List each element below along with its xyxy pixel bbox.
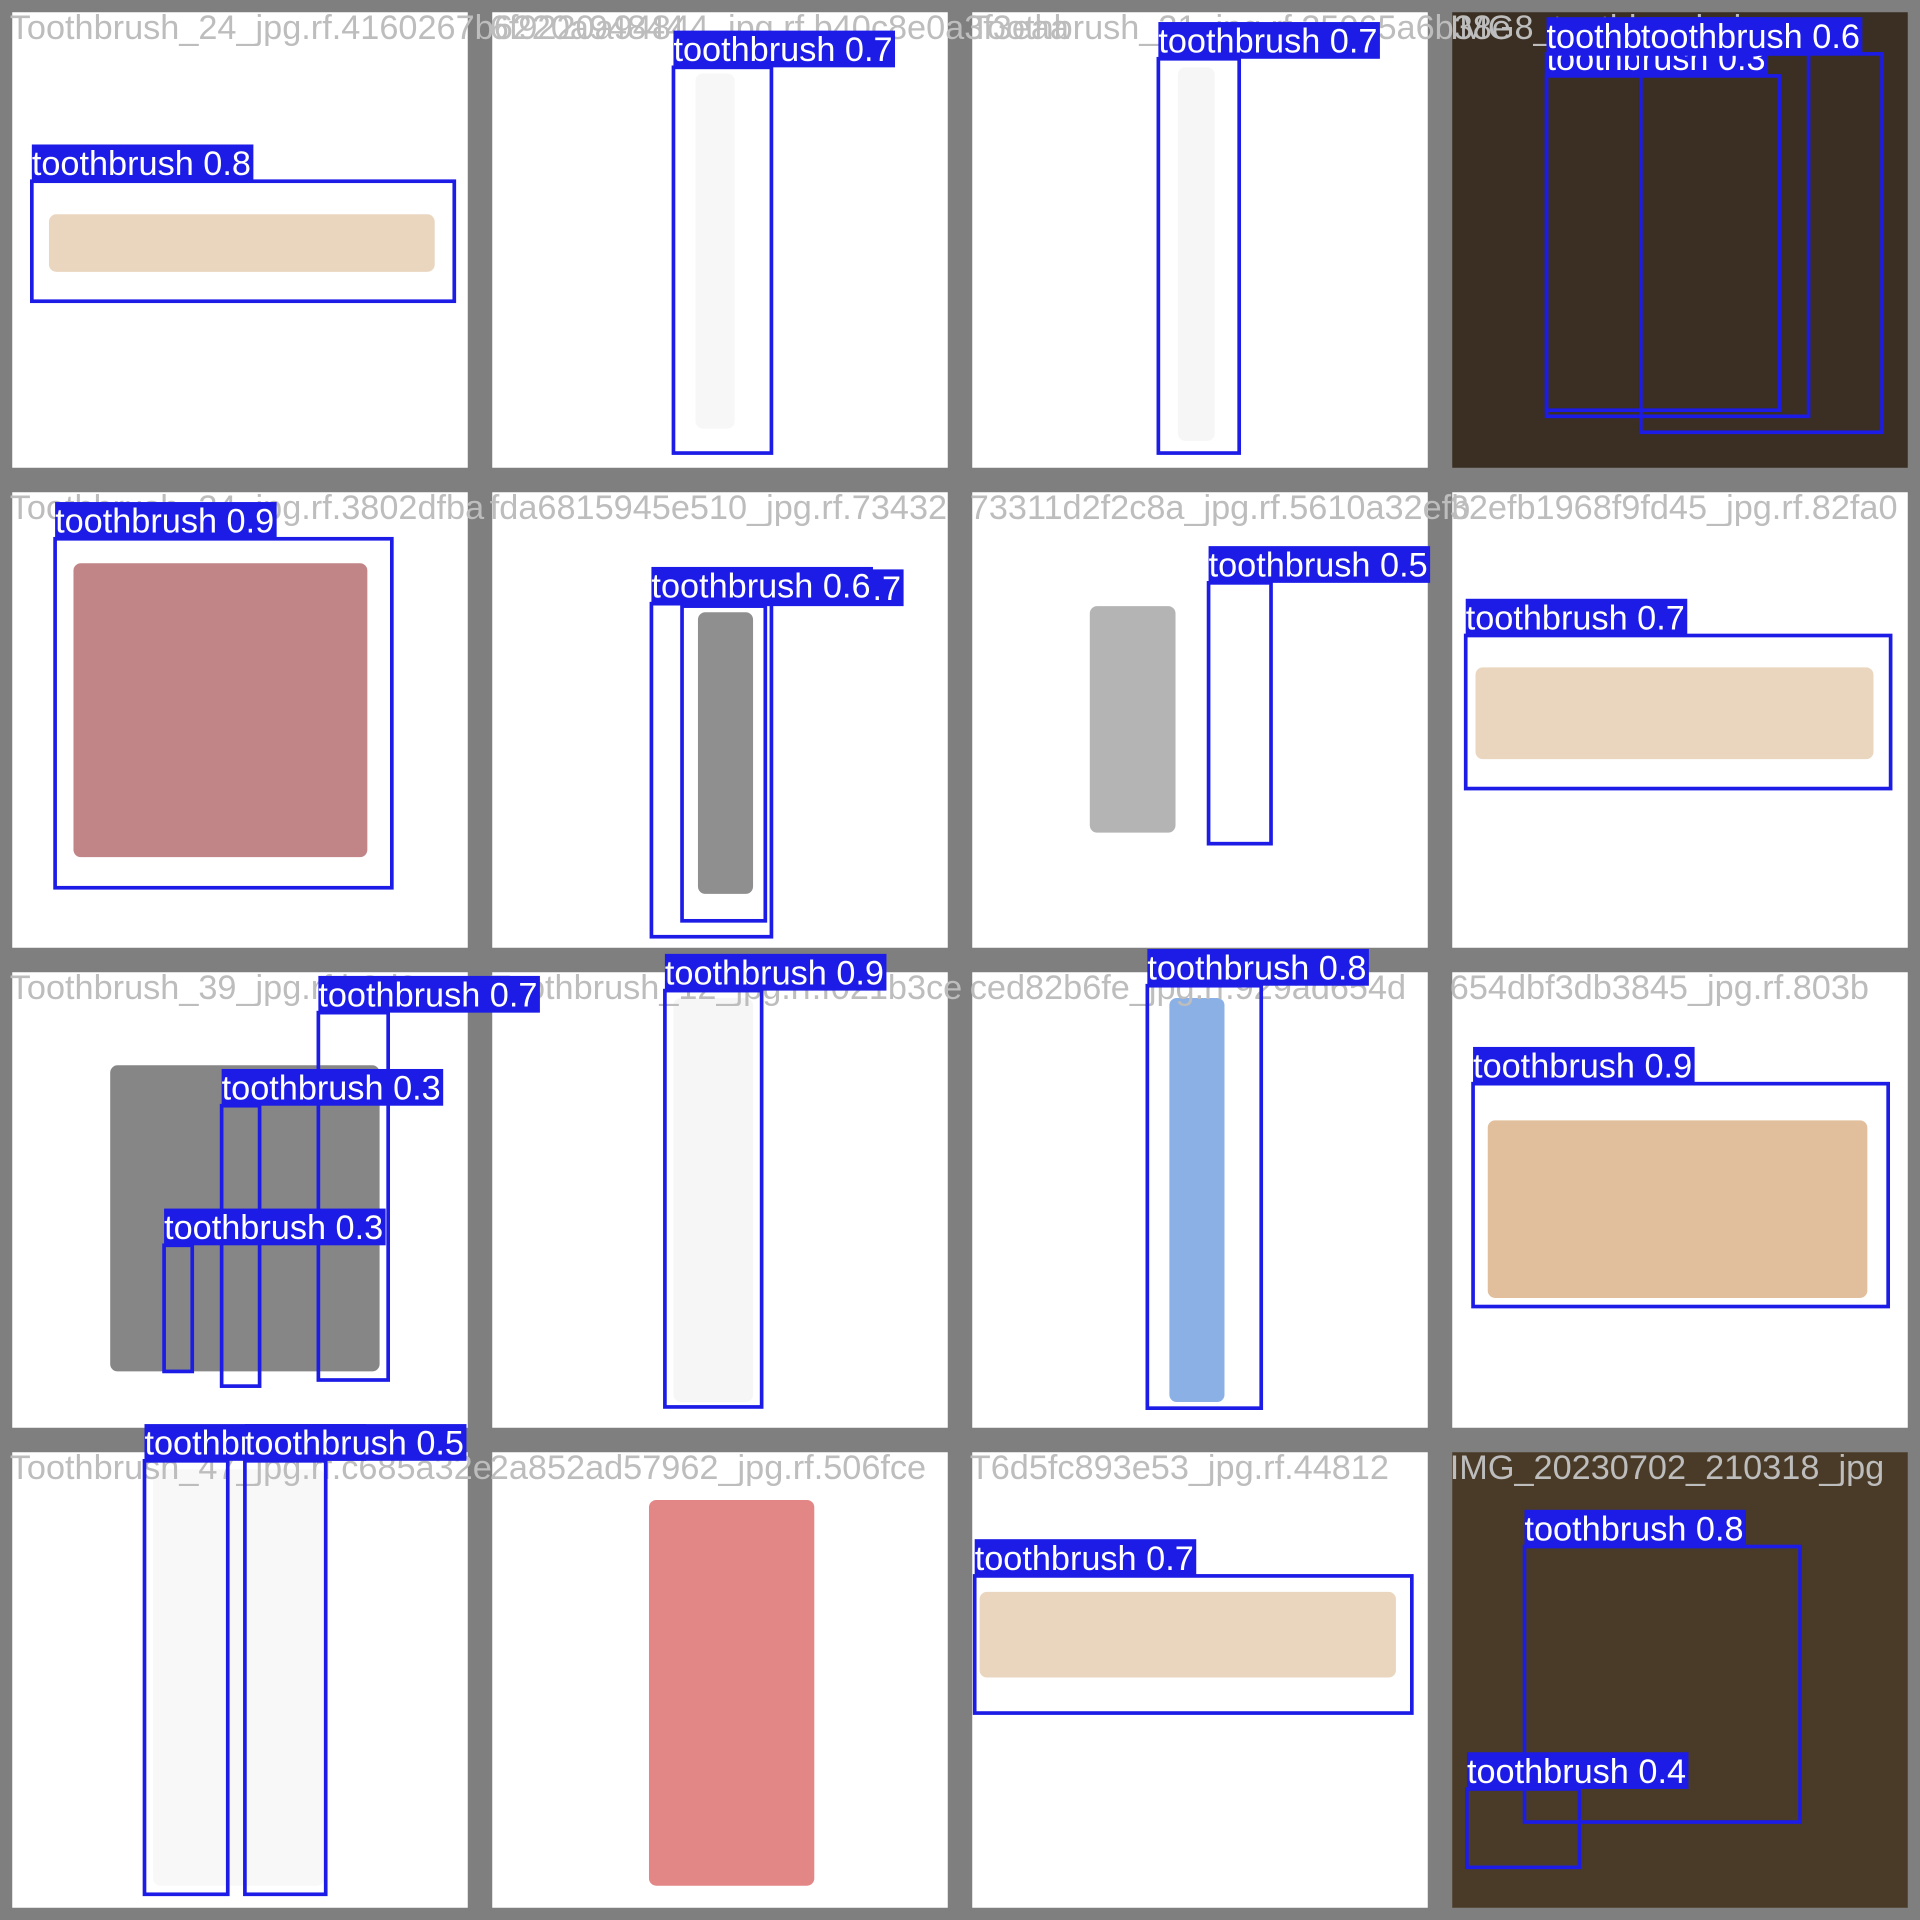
detection-label: toothbrush 0.4 (1467, 1753, 1686, 1791)
filename: 2a852ad57962_jpg.rf.506fce (490, 1449, 926, 1487)
object (673, 997, 754, 1403)
label-background (673, 30, 896, 68)
label-background (221, 1068, 444, 1106)
filename: 32efb1968f9fd45_jpg.rf.82fa0 (1450, 489, 1898, 527)
object (48, 214, 435, 272)
object (1089, 606, 1176, 833)
detection-label: toothbrush 0.6 (1641, 18, 1860, 56)
detection-label: toothbrush 0.7 (673, 31, 892, 69)
detection-label: toothbrush 0.7 (318, 977, 537, 1015)
label-background (1158, 22, 1380, 59)
label-background (31, 144, 254, 182)
label-background (1524, 1509, 1747, 1547)
label-background (244, 1424, 467, 1461)
detection-label: toothbrush 0.7 (975, 1540, 1194, 1578)
filename: Toothbrush_24_jpg.rf.4160267b6220a94844 (10, 9, 685, 47)
tile-image (1452, 12, 1908, 468)
detection-label: toothbrush 0.7 (1158, 23, 1377, 61)
detection-label: toothbrush 0.9 (1473, 1048, 1692, 1086)
detection-label: toothbrush 0.9 (55, 503, 274, 541)
detection-label: toothbrush 0.8 (1147, 950, 1366, 988)
detection-label: toothbrush 0.9 (665, 954, 884, 992)
label-background (664, 953, 887, 991)
filename: 654dbf3db3845_jpg.rf.803b (1450, 969, 1869, 1007)
label-background (1473, 1046, 1695, 1084)
label-background (974, 1539, 1197, 1576)
label-background (1640, 17, 1863, 54)
object (1475, 667, 1874, 760)
label-background (651, 566, 873, 604)
label-background (55, 502, 277, 539)
object (1177, 67, 1215, 441)
object (153, 1469, 325, 1886)
tiles (12, 12, 1908, 1908)
tile-image (972, 1452, 1428, 1908)
object (73, 563, 368, 858)
label-background (1147, 948, 1369, 986)
filename: T6d5fc893e53_jpg.rf.44812 (970, 1449, 1389, 1487)
filename: 73311d2f2c8a_jpg.rf.5610a32efb (970, 489, 1470, 527)
label-background (164, 1208, 386, 1246)
object (697, 612, 754, 894)
object (1169, 997, 1225, 1403)
object (648, 1500, 815, 1886)
filename: fda6815945e510_jpg.rf.73432 (490, 489, 947, 527)
detection-label: toothbrush 0.5 (245, 1425, 464, 1463)
object (979, 1591, 1396, 1678)
filename: IMG_20230702_210318_jpg (1450, 1449, 1884, 1487)
detection-label: toothbrush 0.6 (651, 568, 870, 606)
label-background (1208, 546, 1431, 583)
label-background (318, 975, 540, 1013)
object (1487, 1120, 1868, 1298)
object (695, 73, 735, 429)
label-background (1466, 1752, 1689, 1789)
detection-label: toothbrush 0.8 (32, 145, 251, 183)
detection-label: toothbrush 0.7 (1466, 599, 1685, 637)
detection-label: toothbrush 0.5 (1209, 547, 1428, 585)
label-background (1465, 598, 1688, 636)
detection-label: toothbrush 0.3 (164, 1209, 383, 1247)
detections: toothbrush 0.8 toothbrush 0.7 toothbrush 0… (30, 17, 1893, 1897)
detection-label: toothbrush 0.8 (1524, 1510, 1743, 1548)
detection-label: toothbrush 0.3 (222, 1070, 441, 1108)
